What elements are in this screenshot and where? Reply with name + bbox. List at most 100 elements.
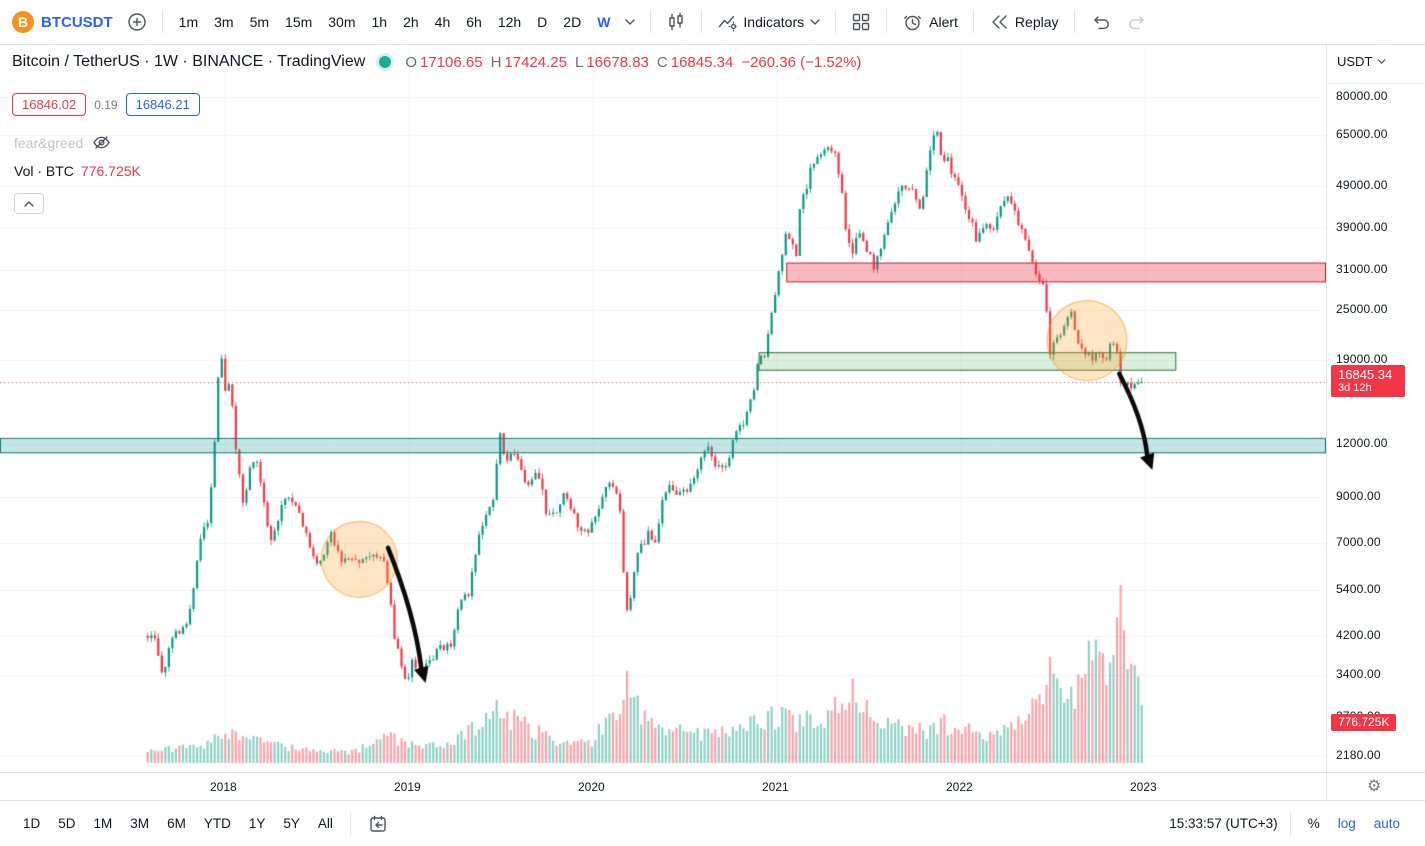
toolbar-divider: [1073, 11, 1075, 33]
last-price-value: 16845.34: [1338, 366, 1393, 382]
axis-divider: [1327, 83, 1425, 84]
timeframe-6h[interactable]: 6h: [458, 8, 490, 36]
bar-countdown: 3d 12h: [1338, 381, 1372, 394]
symbol-button[interactable]: BTCUSDT: [34, 8, 120, 37]
redo-button[interactable]: [1119, 6, 1155, 38]
range-6M[interactable]: 6M: [158, 810, 195, 837]
low-value: 16678.83: [586, 53, 649, 71]
range-1D[interactable]: 1D: [14, 810, 49, 837]
range-YTD[interactable]: YTD: [195, 810, 240, 837]
volume-badge: 776.725K: [1331, 713, 1397, 731]
spread-value: 0.19: [94, 97, 118, 112]
auto-scale-button[interactable]: auto: [1365, 810, 1409, 837]
volume-value: 776.725K: [80, 163, 141, 179]
price-axis-label: 7000.00: [1336, 534, 1381, 549]
time-axis-label: 2018: [210, 780, 237, 794]
price-axis[interactable]: USDT 80000.00 65000.00 49000.00 39000.00 310…: [1326, 45, 1425, 800]
timeframe-4h[interactable]: 4h: [427, 8, 459, 36]
timeframe-30m[interactable]: 30m: [320, 8, 363, 36]
hidden-indicator-row: fear&greed: [14, 133, 111, 152]
replay-button[interactable]: Replay: [982, 6, 1066, 38]
layout-grid-icon[interactable]: [844, 6, 878, 38]
high-label: H: [490, 53, 502, 71]
toolbar-divider: [835, 11, 837, 33]
time-axis-label: 2022: [946, 780, 973, 794]
timeframe-1h[interactable]: 1h: [364, 8, 396, 36]
chevron-down-icon: [1377, 59, 1386, 64]
range-5Y[interactable]: 5Y: [274, 810, 309, 837]
chart-style-icon[interactable]: [659, 6, 693, 38]
close-label: C: [656, 53, 668, 71]
time-axis[interactable]: 2018 2019 2020 2021 2022 2023: [0, 772, 1326, 800]
alarm-clock-icon: [904, 15, 922, 30]
chart-canvas[interactable]: [0, 45, 1326, 772]
price-axis-label: 5400.00: [1336, 582, 1381, 597]
toolbar-divider: [886, 11, 888, 33]
timeframe-dropdown-chevron[interactable]: [618, 13, 642, 31]
timeframe-5m[interactable]: 5m: [242, 8, 277, 36]
buy-price-button[interactable]: 16846.21: [125, 93, 200, 116]
rewind-icon: [992, 15, 1007, 29]
indicators-button[interactable]: Indicators: [710, 6, 827, 38]
bid-ask-row: 16846.02 0.19 16846.21: [12, 93, 200, 116]
bitcoin-logo-icon: B: [12, 11, 34, 33]
timeframe-W[interactable]: W: [589, 8, 618, 36]
timeframe-1m[interactable]: 1m: [171, 8, 206, 36]
range-3M[interactable]: 3M: [121, 810, 158, 837]
ohlc-values: O 17106.65 H 17424.25 L 16678.83 C 16845.34 …: [405, 54, 861, 71]
toolbar-divider: [1289, 812, 1291, 835]
market-status-icon[interactable]: [379, 56, 392, 68]
timeframe-D[interactable]: D: [529, 8, 555, 36]
go-to-date-icon[interactable]: [359, 808, 397, 840]
indicator-name[interactable]: fear&greed: [14, 134, 84, 151]
clock-label[interactable]: 15:33:57 (UTC+3): [1169, 816, 1278, 831]
timeframe-2h[interactable]: 2h: [395, 8, 427, 36]
chart-pane: Bitcoin / TetherUS · 1W · BINANCE · Trad…: [0, 45, 1326, 772]
price-axis-label: 80000.00: [1336, 88, 1388, 103]
timeframe-12h[interactable]: 12h: [490, 8, 529, 36]
percent-scale-button[interactable]: %: [1299, 810, 1329, 837]
top-toolbar: B BTCUSDT 1m 3m 5m 15m 30m 1h 2h 4h 6h 12h D 2D W In…: [0, 0, 1425, 45]
timeframe-15m[interactable]: 15m: [277, 8, 320, 36]
chevron-down-icon: [810, 19, 820, 25]
bottom-toolbar: 1D 5D 1M 3M 6M YTD 1Y 5Y All 15:33:57 (UTC+3) % …: [0, 800, 1425, 846]
high-value: 17424.25: [504, 53, 567, 71]
toolbar-divider: [972, 11, 974, 33]
range-5D[interactable]: 5D: [49, 810, 84, 837]
chart-column: Bitcoin / TetherUS · 1W · BINANCE · Trad…: [0, 45, 1326, 800]
timeframe-3m[interactable]: 3m: [206, 8, 241, 36]
range-1Y[interactable]: 1Y: [240, 810, 275, 837]
collapse-legend-button[interactable]: [14, 193, 44, 214]
legend-collapse-row: [14, 193, 44, 214]
price-axis-label: 25000.00: [1336, 301, 1388, 316]
price-axis-label: 49000.00: [1336, 178, 1388, 193]
sell-price-button[interactable]: 16846.02: [12, 93, 87, 116]
date-range-list: 1D 5D 1M 3M 6M YTD 1Y 5Y All: [14, 810, 342, 837]
chart-legend: Bitcoin / TetherUS · 1W · BINANCE · Trad…: [12, 53, 861, 214]
price-axis-label: 9000.00: [1336, 488, 1381, 503]
log-scale-button[interactable]: log: [1329, 810, 1365, 837]
timeframe-2D[interactable]: 2D: [555, 8, 589, 36]
add-symbol-icon[interactable]: [120, 6, 154, 38]
time-axis-label: 2019: [394, 780, 421, 794]
volume-label[interactable]: Vol · BTC: [14, 163, 74, 179]
currency-label: USDT: [1337, 54, 1373, 69]
price-axis-label: 4200.00: [1336, 628, 1381, 643]
alert-button[interactable]: Alert: [895, 6, 965, 39]
toolbar-divider: [349, 812, 351, 835]
undo-button[interactable]: [1083, 6, 1119, 38]
main-area: Bitcoin / TetherUS · 1W · BINANCE · Trad…: [0, 45, 1425, 800]
eye-off-icon[interactable]: [92, 133, 111, 152]
indicators-label: Indicators: [743, 14, 805, 30]
range-All[interactable]: All: [309, 810, 342, 837]
legend-title-row: Bitcoin / TetherUS · 1W · BINANCE · Trad…: [12, 53, 861, 71]
settings-gear-icon[interactable]: ⚙: [1367, 778, 1382, 795]
change-value: −260.36 (−1.52%): [741, 53, 862, 71]
range-1M[interactable]: 1M: [85, 810, 122, 837]
toolbar-divider: [701, 11, 703, 33]
symbol-title[interactable]: Bitcoin / TetherUS · 1W · BINANCE · Trad…: [12, 53, 366, 70]
currency-selector[interactable]: USDT: [1337, 54, 1386, 69]
open-value: 17106.65: [419, 53, 483, 71]
price-axis-label: 19000.00: [1336, 351, 1388, 366]
